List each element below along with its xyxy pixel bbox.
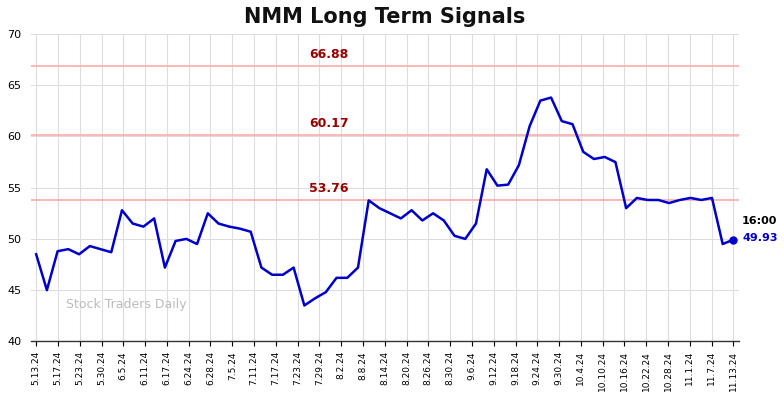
- Text: 16:00: 16:00: [742, 216, 778, 226]
- Title: NMM Long Term Signals: NMM Long Term Signals: [244, 7, 525, 27]
- Text: 60.17: 60.17: [309, 117, 349, 130]
- Text: Stock Traders Daily: Stock Traders Daily: [66, 298, 187, 310]
- Text: 49.93: 49.93: [742, 232, 778, 242]
- Text: 53.76: 53.76: [309, 182, 349, 195]
- Text: 66.88: 66.88: [310, 48, 349, 61]
